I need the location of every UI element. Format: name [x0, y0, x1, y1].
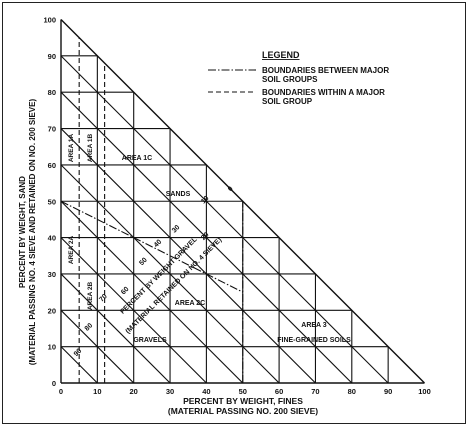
x-axis-subtitle: (MATERIAL PASSING NO. 200 SIEVE) — [168, 406, 318, 416]
tick-labels: 0 10 20 30 40 50 60 70 80 90 100010203040506070809… — [43, 16, 430, 397]
x-tick-label: 40 — [202, 387, 210, 396]
y-axis-title: PERCENT BY WEIGHT, SAND — [18, 176, 27, 288]
gravel-gridline — [60, 309, 135, 384]
y-tick-label: 90 — [48, 52, 56, 61]
x-axis-title: PERCENT BY WEIGHT, FINES — [183, 396, 303, 406]
y-tick-label: 10 — [48, 343, 56, 352]
area-1a-label: AREA 1A — [68, 134, 75, 163]
gravel-axis-subtitle: (MATERIAL RETAINED ON NO. 4 SIEVE) — [125, 237, 224, 336]
fine-grained-label: FINE-GRAINED SOILS — [277, 337, 351, 344]
legend-title: LEGEND — [262, 50, 300, 60]
gravels-label: GRAVELS — [133, 337, 167, 344]
y-tick-label: 50 — [48, 197, 56, 206]
legend-within-line1: BOUNDARIES WITHIN A MAJOR — [262, 88, 385, 97]
legend-major-line1: BOUNDARIES BETWEEN MAJOR — [262, 66, 389, 75]
gravel-tick-label: 20 — [200, 231, 211, 242]
x-tick-label: 30 — [166, 387, 174, 396]
gravel-gridline — [60, 128, 316, 384]
sands-gravels-boundary — [60, 200, 243, 293]
x-tick-label: 80 — [348, 387, 356, 396]
gravel-gridline — [60, 164, 280, 384]
gravel-tick-label: 60 — [120, 286, 131, 297]
area-1b-label: AREA 1B — [87, 134, 94, 163]
group-boundaries — [60, 37, 244, 383]
area-1c-label: AREA 1C — [122, 155, 152, 162]
x-tick-label: 20 — [130, 387, 138, 396]
y-tick-label: 30 — [48, 270, 56, 279]
gravel-gridline — [60, 237, 207, 384]
legend: LEGEND BOUNDARIES BETWEEN MAJOR SOIL GRO… — [208, 50, 389, 106]
x-tick-label: 70 — [311, 387, 319, 396]
x-tick-label: 90 — [384, 387, 392, 396]
x-tick-label: 10 — [93, 387, 101, 396]
y-tick-label: 20 — [48, 306, 56, 315]
gravel-gridline — [60, 55, 389, 384]
x-tick-label: 100 — [418, 387, 431, 396]
gravel-gridline — [60, 200, 244, 384]
y-tick-label: 80 — [48, 88, 56, 97]
gravel-tick-label: 30 — [171, 224, 182, 235]
gravel-tick-label: 80 — [84, 322, 95, 333]
gravel-tick-label: 50 — [138, 257, 149, 268]
area-2b-label: AREA 2B — [87, 282, 94, 311]
x-tick-label: 60 — [275, 387, 283, 396]
y-tick-label: 0 — [52, 379, 56, 388]
gravel-gridline — [60, 91, 353, 384]
diagram-frame — [2, 2, 466, 424]
gravel-tick-label: 70 — [98, 293, 109, 304]
area-2c-label: AREA 2C — [175, 300, 205, 307]
y-tick-label: 40 — [48, 234, 56, 243]
area-3-label: AREA 3 — [301, 322, 327, 329]
area-2a-label: AREA 2A — [68, 236, 75, 265]
gravel-gridline — [60, 273, 171, 384]
y-axis-subtitle: (MATERIAL PASSING NO. 4 SIEVE AND RETAIN… — [28, 99, 37, 366]
x-tick-label: 50 — [239, 387, 247, 396]
gravel-tick-label: 90 — [73, 348, 84, 359]
y-tick-label: 100 — [43, 16, 56, 25]
y-tick-label: 70 — [48, 125, 56, 134]
y-tick-label: 60 — [48, 161, 56, 170]
legend-major-line2: SOIL GROUPS — [262, 75, 318, 84]
gravel-tick-label: 0 — [227, 185, 235, 193]
sands-label: SANDS — [166, 191, 191, 198]
legend-within-line2: SOIL GROUP — [262, 97, 313, 106]
gravel-tick-label: 10 — [200, 195, 211, 206]
gravel-tick-label: 40 — [153, 239, 164, 250]
x-tick-label: 0 — [59, 387, 63, 396]
